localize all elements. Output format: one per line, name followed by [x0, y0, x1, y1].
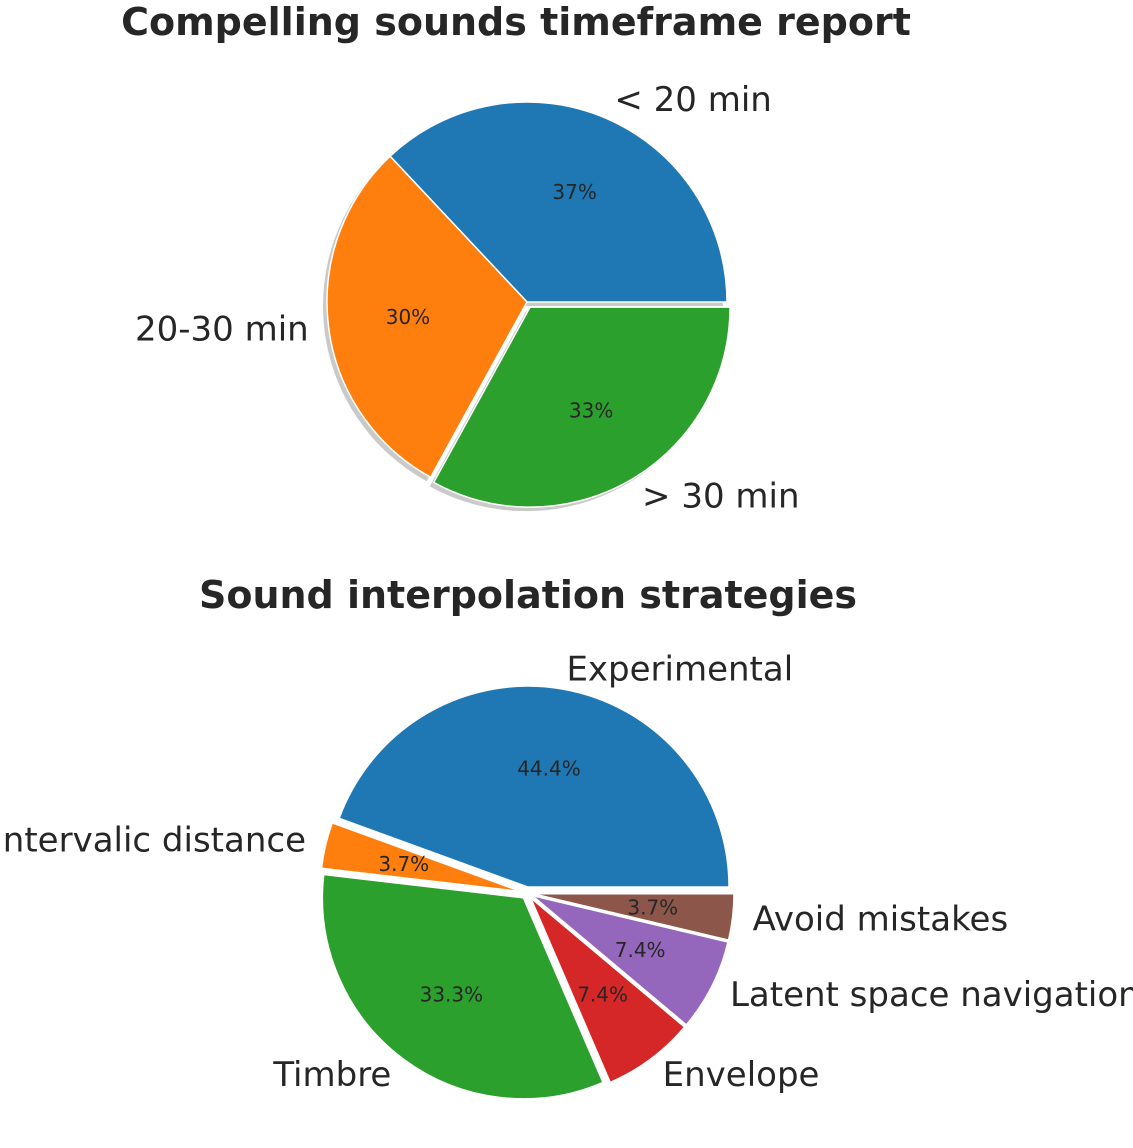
pie-slice-latent-space-navigation — [531, 894, 729, 1026]
slice-label-timbre: Timbre — [272, 1055, 391, 1095]
slice-label-20-min: < 20 min — [614, 80, 771, 120]
timeframe-pie-chart: Compelling sounds timeframe report < 20 … — [121, 0, 911, 517]
pie-slice-timbre — [321, 873, 604, 1100]
chart-title-strategies: Sound interpolation strategies — [199, 573, 857, 617]
pie-slice-20-30-min — [326, 155, 528, 479]
slice-label-avoid-mistakes: Avoid mistakes — [753, 899, 1009, 939]
slice-percent-envelope: 7.4% — [577, 983, 628, 1007]
slice-percent-avoid-mistakes: 3.7% — [627, 896, 678, 920]
chart-title-timeframe: Compelling sounds timeframe report — [121, 0, 911, 44]
slice-label-envelope: Envelope — [663, 1055, 820, 1095]
slice-label-experimental: Experimental — [566, 649, 793, 689]
slice-label-30-min: > 30 min — [642, 477, 799, 517]
slice-label-20-30-min: 20-30 min — [135, 310, 309, 350]
slice-percent-30-min: 33% — [569, 398, 613, 422]
pie-slice-30-min — [432, 306, 731, 508]
slice-percent-latent-space-navigation: 7.4% — [615, 938, 666, 962]
strategies-pie-chart: Sound interpolation strategies Experimen… — [0, 573, 1133, 1100]
pie-slice-envelope — [529, 897, 686, 1084]
slice-label-latent-space-navigation: Latent space navigation — [730, 975, 1133, 1015]
pie-slice-avoid-mistakes — [532, 892, 735, 941]
slice-percent-20-min: 37% — [552, 180, 596, 204]
pie-slice-experimental — [338, 685, 730, 888]
slice-percent-experimental: 44.4% — [517, 756, 581, 780]
slice-label-intervalic-distance: Intervalic distance — [0, 821, 306, 861]
slice-percent-timbre: 33.3% — [420, 983, 484, 1007]
pie-slice-intervalic-distance — [320, 821, 522, 893]
slice-percent-intervalic-distance: 3.7% — [378, 852, 429, 876]
slice-percent-20-30-min: 30% — [386, 305, 430, 329]
pie-slice-20-min — [389, 101, 728, 303]
